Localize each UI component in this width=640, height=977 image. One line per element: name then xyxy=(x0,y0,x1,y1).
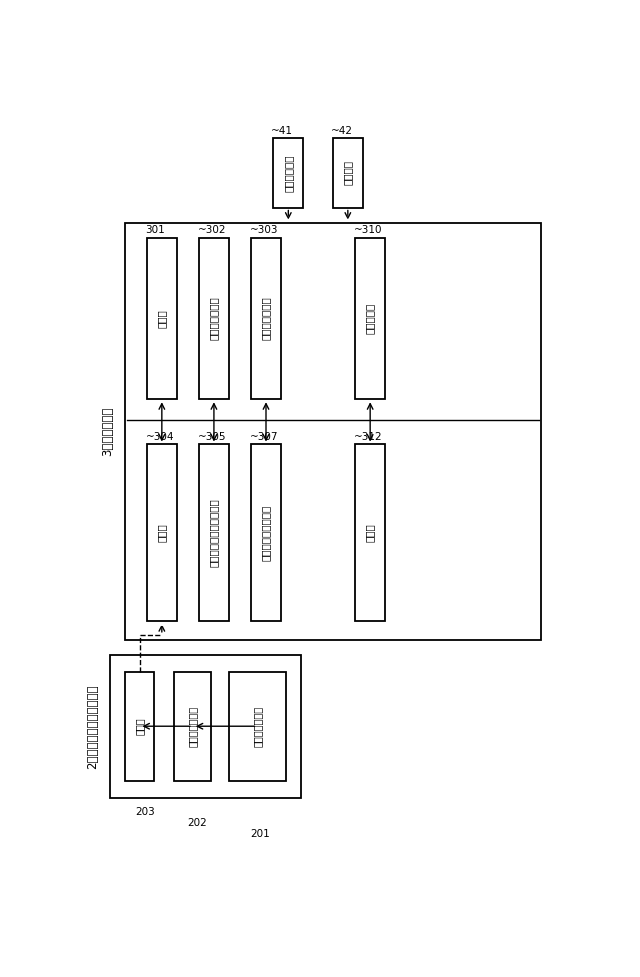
Text: ディスプレイ部: ディスプレイ部 xyxy=(209,297,219,340)
Text: サンプリング部: サンプリング部 xyxy=(188,705,198,746)
Text: ~304: ~304 xyxy=(145,432,174,443)
Bar xyxy=(174,671,211,781)
Text: 受信部: 受信部 xyxy=(157,524,167,542)
Text: ~302: ~302 xyxy=(198,226,226,235)
Text: ~310: ~310 xyxy=(354,226,382,235)
Text: 201: 201 xyxy=(250,829,269,839)
Text: 表示制御部: 表示制御部 xyxy=(365,303,375,334)
Text: 送信部: 送信部 xyxy=(134,717,145,735)
Text: 記憶部: 記憶部 xyxy=(365,524,375,542)
Bar xyxy=(147,237,177,400)
Bar xyxy=(110,656,301,798)
Text: 加速度センサ部: 加速度センサ部 xyxy=(252,705,262,746)
Bar xyxy=(333,139,363,207)
Text: 記憶媒体: 記憶媒体 xyxy=(343,160,353,186)
Text: ~303: ~303 xyxy=(250,226,278,235)
Bar xyxy=(251,445,281,621)
Bar xyxy=(199,237,229,400)
Text: 3歩行解析装置: 3歩行解析装置 xyxy=(100,406,114,456)
Text: 203: 203 xyxy=(136,807,156,817)
Text: 操作部: 操作部 xyxy=(157,309,167,328)
Bar xyxy=(251,237,281,400)
Text: 202: 202 xyxy=(187,818,207,828)
Bar xyxy=(229,671,286,781)
Text: データベース: データベース xyxy=(284,154,293,191)
Bar xyxy=(355,237,385,400)
Text: ~42: ~42 xyxy=(330,126,353,136)
Text: 301: 301 xyxy=(145,226,165,235)
Text: ~41: ~41 xyxy=(271,126,293,136)
Bar xyxy=(355,445,385,621)
Bar xyxy=(199,445,229,621)
Bar xyxy=(125,671,154,781)
Text: ~305: ~305 xyxy=(198,432,226,443)
Bar xyxy=(125,223,541,640)
Text: 2加速度センサモジュール: 2加速度センサモジュール xyxy=(86,684,99,769)
Bar xyxy=(147,445,177,621)
Bar xyxy=(273,139,303,207)
Text: 加速度データ解析部: 加速度データ解析部 xyxy=(261,505,271,561)
Text: 患者情報受付部: 患者情報受付部 xyxy=(261,297,271,340)
Text: ~307: ~307 xyxy=(250,432,278,443)
Text: ~312: ~312 xyxy=(354,432,383,443)
Text: 加速度データ取得制御部: 加速度データ取得制御部 xyxy=(209,498,219,568)
